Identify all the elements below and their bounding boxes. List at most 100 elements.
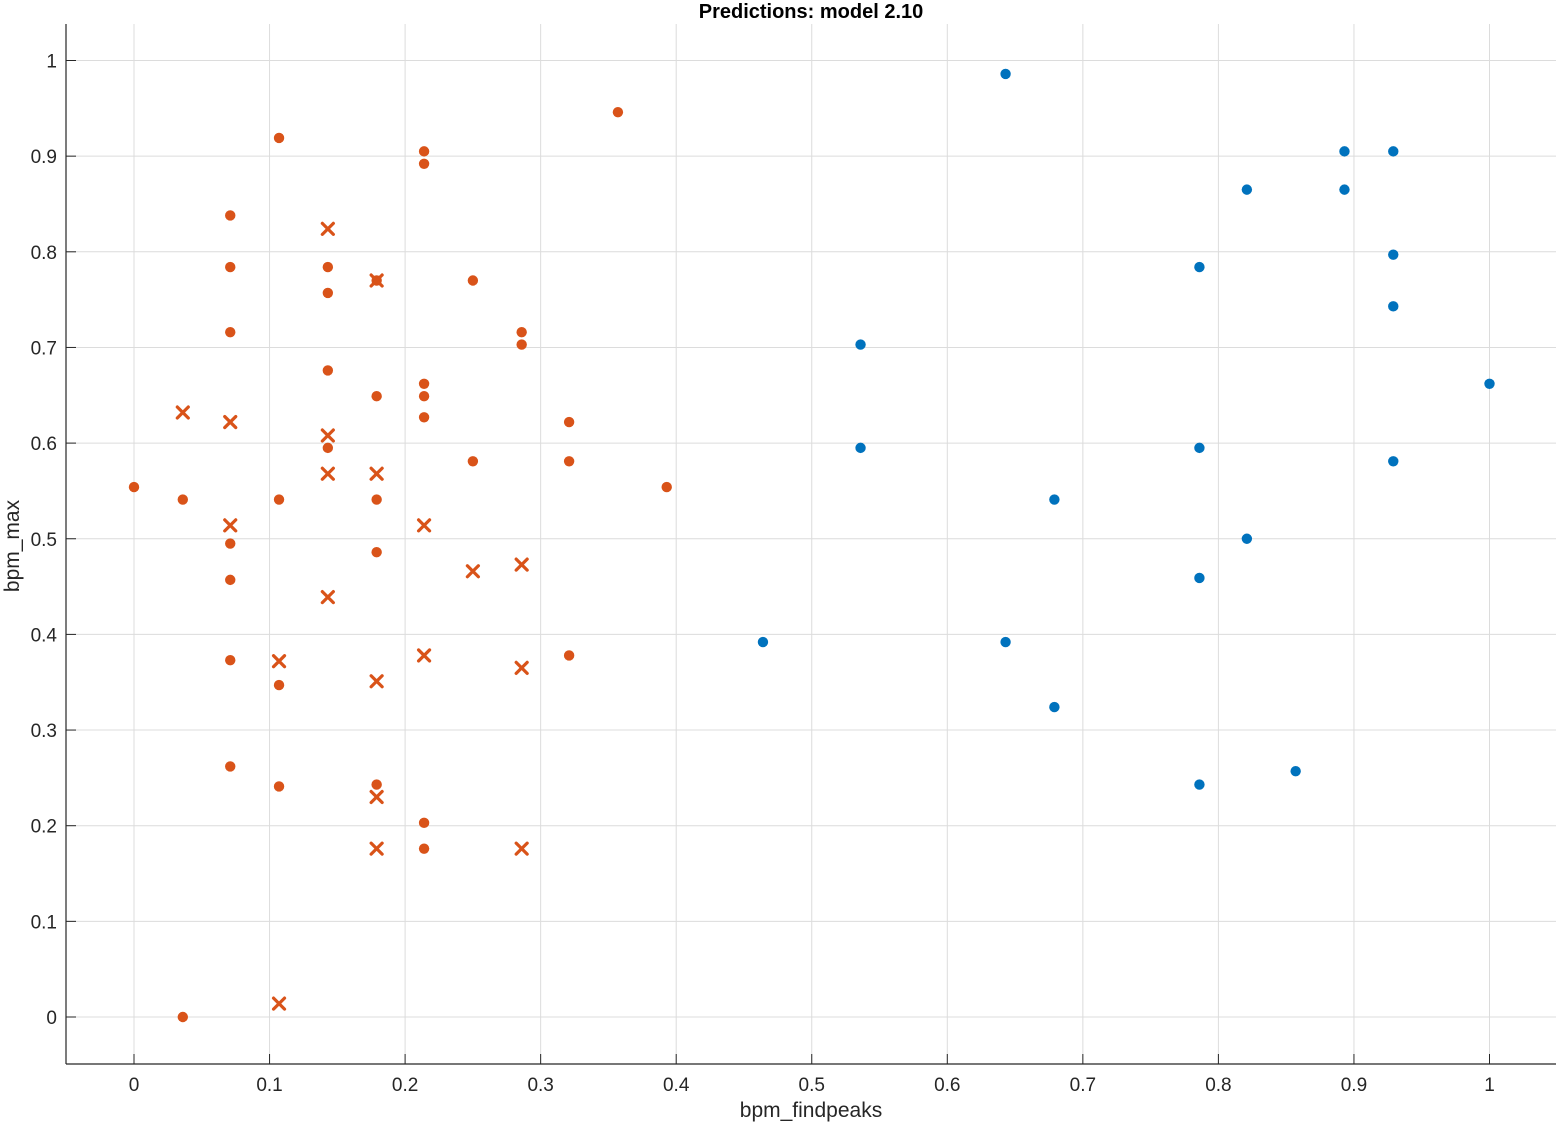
x-tick-label: 1 (1484, 1075, 1495, 1096)
data-point-orange (418, 378, 430, 389)
y-tick-label: 0 (46, 1008, 57, 1029)
data-point-orange (322, 365, 334, 376)
data-point-orange (418, 412, 430, 423)
data-point-blue (1290, 765, 1301, 777)
data-point-orange (612, 106, 624, 118)
data-point-blue (1388, 301, 1399, 312)
data-point-blue (1194, 442, 1205, 454)
data-point-orange (273, 679, 285, 691)
x-tick-label: 0.2 (392, 1075, 418, 1096)
data-point-cross (320, 221, 335, 236)
x-tick-label: 0.9 (1341, 1075, 1367, 1096)
data-point-cross (514, 841, 529, 856)
data-point-orange (371, 494, 382, 505)
data-point-blue (1339, 184, 1350, 195)
x-tick-label: 0.8 (1205, 1075, 1231, 1096)
x-tick-label: 0.3 (527, 1075, 553, 1096)
y-tick-label: 0.6 (31, 434, 57, 455)
data-point-cross (514, 660, 529, 675)
data-point-cross (271, 654, 287, 669)
data-point-orange (322, 287, 334, 299)
data-point-orange (371, 546, 382, 558)
data-point-orange (563, 650, 575, 661)
axes (65, 24, 1556, 1065)
data-point-cross (369, 466, 384, 481)
data-point-orange (225, 326, 236, 338)
data-point-orange (563, 416, 575, 428)
data-point-cross (465, 564, 480, 579)
data-point-cross (320, 466, 335, 481)
y-tick-label: 1 (46, 52, 57, 73)
y-tick-label: 0.1 (31, 912, 57, 933)
data-point-cross (369, 674, 384, 689)
x-tick-label: 0.6 (934, 1075, 960, 1096)
data-point-cross (223, 518, 238, 533)
data-point-orange (322, 442, 334, 454)
data-point-orange (371, 779, 382, 790)
data-point-blue (1339, 146, 1350, 157)
data-point-orange (225, 261, 236, 273)
y-tick-label: 0.2 (31, 817, 57, 838)
data-point-blue (1388, 249, 1399, 260)
data-point-cross (320, 428, 335, 443)
data-point-orange (418, 158, 430, 170)
data-point-cross (271, 996, 287, 1011)
x-axis-label: bpm_findpeaks (740, 1099, 882, 1122)
data-point-blue (1000, 68, 1011, 80)
data-point-orange (225, 210, 236, 221)
x-tick-label: 0 (129, 1075, 140, 1096)
y-tick-label: 0.5 (31, 530, 57, 551)
data-point-blue (1194, 572, 1205, 584)
data-point-orange (418, 146, 430, 157)
data-point-orange (516, 339, 527, 350)
data-point-blue (1241, 184, 1253, 195)
data-point-blue (1000, 636, 1011, 648)
x-tick-label: 0.7 (1070, 1075, 1096, 1096)
y-axis-label: bpm_max (1, 499, 24, 592)
y-tick-label: 0.8 (31, 243, 57, 264)
data-point-blue (1241, 533, 1253, 544)
data-point-cross (514, 557, 529, 572)
data-point-orange (273, 781, 285, 792)
data-point-orange (418, 817, 430, 829)
data-point-orange (418, 843, 430, 854)
data-point-orange (225, 761, 236, 772)
data-point-orange (467, 275, 479, 286)
y-tick-label: 0.7 (31, 338, 57, 359)
data-point-blue (855, 442, 866, 454)
data-points (128, 68, 1495, 1023)
y-tick-labels: 0 0.1 0.2 0.3 0.4 0.5 0.6 0.7 0.8 0.9 1 (31, 52, 58, 1030)
x-tick-label: 0.4 (663, 1075, 690, 1096)
data-point-orange (128, 481, 140, 493)
data-point-cross (223, 414, 238, 430)
data-point-blue (1388, 456, 1399, 467)
data-point-blue (855, 339, 866, 350)
data-point-cross (369, 841, 384, 856)
data-point-cross (369, 789, 384, 805)
data-point-blue (1194, 261, 1205, 273)
data-point-cross (320, 589, 335, 605)
data-point-orange (225, 655, 236, 666)
chart-title: Predictions: model 2.10 (699, 1, 924, 23)
y-tick-label: 0.4 (31, 625, 58, 646)
grid-lines (66, 24, 1556, 1064)
data-point-orange (467, 456, 479, 467)
data-point-orange (225, 538, 236, 549)
data-point-cross (369, 273, 384, 288)
data-point-blue (1049, 494, 1060, 505)
data-point-orange (371, 391, 382, 402)
data-point-orange (225, 574, 236, 586)
data-point-blue (1049, 701, 1060, 713)
data-point-orange (661, 481, 672, 493)
data-point-blue (1388, 146, 1399, 157)
data-point-blue (1484, 378, 1495, 389)
data-point-orange (273, 494, 285, 505)
x-tick-labels: 0 0.1 0.2 0.3 0.4 0.5 0.6 0.7 0.8 0.9 1 (129, 1075, 1495, 1096)
x-tick-label: 0.1 (256, 1075, 282, 1096)
data-point-orange (273, 132, 285, 144)
x-tick-label: 0.5 (799, 1075, 825, 1096)
data-point-cross (175, 405, 190, 420)
data-point-orange (177, 1011, 188, 1023)
data-point-orange (177, 494, 188, 505)
